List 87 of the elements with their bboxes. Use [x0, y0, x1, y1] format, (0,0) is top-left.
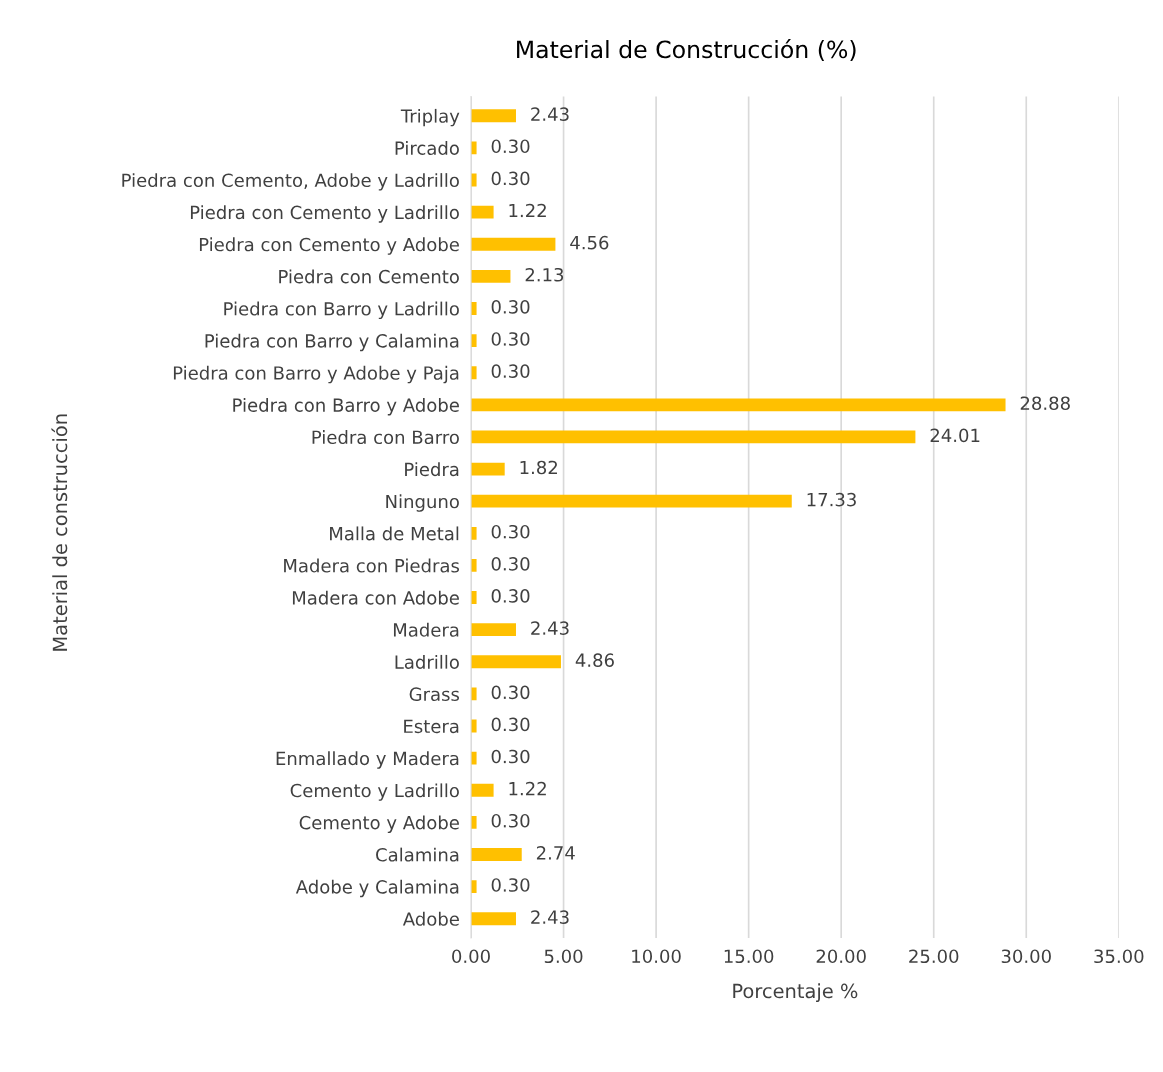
x-tick-label: 5.00	[544, 949, 583, 964]
x-tick-label: 10.00	[632, 949, 681, 964]
y-tick-label: Adobe	[402, 911, 459, 926]
y-tick-label: Madera con Piedras	[284, 558, 460, 573]
data-label: 2.74	[536, 846, 575, 860]
data-label: 4.56	[570, 235, 609, 250]
y-tick-label: Piedra con Barro	[312, 430, 459, 445]
data-label: 0.30	[491, 813, 530, 828]
data-label: 0.30	[491, 589, 530, 603]
data-label: 0.30	[491, 139, 530, 154]
bar	[471, 269, 511, 283]
data-label: 1.22	[509, 781, 546, 796]
data-label: 28.88	[1020, 396, 1070, 411]
y-tick-label: Madera con Adobe	[292, 590, 459, 605]
y-tick-label: Piedra	[405, 462, 459, 477]
bar	[471, 558, 477, 572]
bar	[471, 237, 556, 251]
y-tick-label: Piedra con Barro y Adobe	[233, 397, 459, 416]
y-tick-label: Pircado	[395, 141, 459, 155]
y-tick-label: Piedra con Cemento	[279, 269, 459, 284]
bar	[471, 398, 1006, 412]
data-label: 2.43	[531, 910, 569, 924]
bar	[471, 302, 477, 315]
bar	[471, 591, 477, 604]
bar	[471, 815, 477, 829]
x-tick-label: 30.00	[1001, 949, 1051, 964]
bar	[471, 462, 505, 476]
bar	[471, 912, 516, 926]
bar	[471, 783, 494, 797]
data-label: 2.13	[525, 267, 564, 282]
data-label: 24.01	[930, 428, 980, 443]
bar	[471, 334, 477, 348]
bar	[471, 141, 477, 155]
x-tick-label: 20.00	[816, 949, 866, 964]
x-tick-label: 15.00	[724, 949, 774, 964]
data-label: 2.43	[531, 621, 569, 635]
data-label: 17.33	[807, 492, 856, 507]
data-label: 0.30	[491, 749, 530, 764]
bar	[471, 109, 516, 123]
bar	[471, 366, 477, 380]
y-tick-label: Adobe y Calamina	[295, 879, 459, 898]
y-tick-label: Piedra con Cemento, Adobe y Ladrillo	[122, 173, 459, 191]
bar	[471, 848, 522, 861]
y-tick-label: Piedra con Barro y Calamina	[205, 333, 459, 352]
y-tick-label: Ladrillo	[395, 654, 459, 669]
y-tick-label: Piedra con Barro y Adobe y Paja	[173, 365, 459, 384]
y-tick-label: Piedra con Cemento y Adobe	[199, 237, 459, 255]
y-tick-label: Malla de Metal	[330, 526, 459, 541]
data-label: 1.82	[520, 460, 557, 475]
y-tick-label: Cemento y Ladrillo	[290, 783, 459, 801]
y-tick-label: Triplay	[400, 108, 460, 127]
y-tick-label: Madera	[393, 622, 459, 637]
bar	[471, 655, 561, 669]
data-label: 0.30	[491, 171, 530, 186]
y-tick-label: Grass	[409, 687, 460, 702]
y-tick-label: Piedra con Barro y Ladrillo	[224, 301, 459, 320]
y-tick-label: Piedra con Cemento y Ladrillo	[190, 205, 459, 223]
bar	[471, 687, 477, 701]
data-label: 0.30	[491, 364, 530, 378]
bar	[471, 494, 792, 508]
data-label: 0.30	[491, 717, 530, 732]
data-label: 0.30	[491, 300, 530, 314]
data-label: 4.86	[575, 653, 614, 668]
y-tick-label: Cemento y Adobe	[299, 815, 459, 833]
data-label: 1.22	[509, 203, 546, 218]
bar	[471, 430, 916, 444]
data-label: 0.30	[491, 878, 530, 892]
y-tick-label: Estera	[404, 719, 459, 734]
y-tick-label: Enmallado y Madera	[276, 751, 459, 769]
bar	[471, 751, 477, 765]
x-tick-label: 35.00	[1094, 949, 1144, 964]
y-tick-label: Ninguno	[386, 494, 459, 512]
y-axis-title: Material de construcción	[51, 414, 68, 651]
x-tick-label: 0.00	[452, 949, 490, 964]
bar	[471, 623, 516, 637]
data-label: 0.30	[491, 685, 530, 700]
chart-title: Material de Construcción (%)	[517, 39, 856, 62]
x-tick-label: 25.00	[909, 949, 959, 964]
data-label: 2.43	[531, 107, 569, 121]
data-label: 0.30	[491, 524, 530, 539]
data-label: 0.30	[491, 557, 530, 571]
bar	[471, 205, 494, 219]
data-label: 0.30	[491, 332, 530, 346]
y-tick-label: Calamina	[376, 847, 459, 862]
x-axis-title: Porcentaje %	[733, 983, 858, 1003]
bar	[471, 526, 477, 540]
bar	[471, 880, 477, 894]
